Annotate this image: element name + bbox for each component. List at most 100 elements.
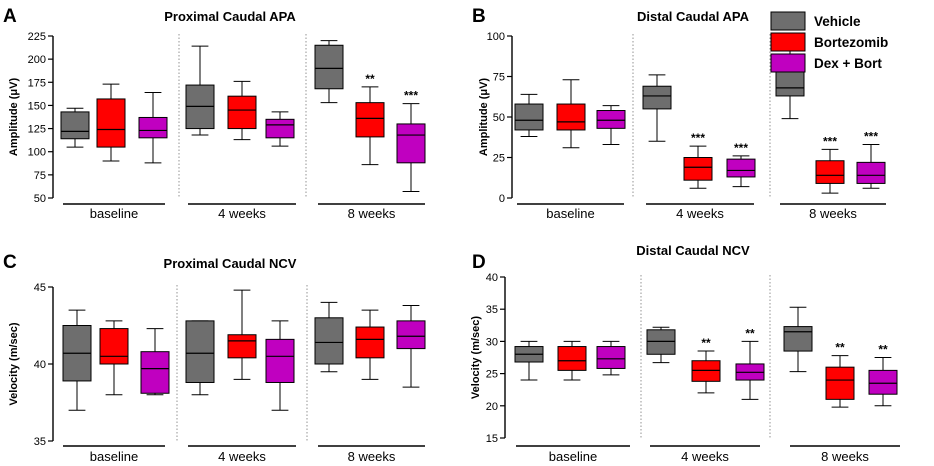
iqr-box	[227, 95, 257, 130]
significance-label: **	[835, 341, 845, 355]
group-label: baseline	[546, 206, 594, 221]
significance-label: **	[365, 72, 375, 86]
y-tick-label: 40	[486, 272, 498, 284]
box-vehicle-8-weeks	[314, 301, 344, 373]
iqr-box	[396, 123, 426, 164]
box-vehicle-8-weeks	[314, 40, 344, 104]
group-label: baseline	[90, 206, 138, 221]
iqr-box	[265, 118, 295, 139]
box-dex-bort-8-weeks: ***	[396, 89, 426, 193]
box-vehicle-4-weeks	[185, 320, 215, 396]
box-dex-bort-4-weeks: ***	[726, 141, 756, 188]
group-label: 4 weeks	[681, 449, 729, 464]
iqr-box	[514, 103, 544, 131]
group-label: 8 weeks	[821, 449, 869, 464]
iqr-box	[726, 158, 756, 178]
box-bortezomib-4-weeks: **	[691, 336, 721, 394]
y-tick-label: 50	[34, 193, 46, 205]
panel-d: D Distal Caudal NCV Velocity (m/sec) 15 20 25…	[470, 243, 900, 464]
iqr-box	[138, 116, 168, 139]
iqr-box	[856, 161, 886, 184]
significance-label: ***	[864, 130, 878, 144]
box-bortezomib-baseline	[557, 340, 587, 381]
y-tick-label: 225	[28, 31, 46, 43]
panel-b: B Distal Caudal APA Amplitude (μV) 0 25 50 75 1…	[472, 6, 888, 221]
group-label: baseline	[90, 449, 138, 464]
chart-title: Distal Caudal APA	[637, 9, 750, 24]
iqr-box	[815, 160, 845, 184]
significance-label: ***	[404, 89, 418, 103]
iqr-box	[557, 346, 587, 371]
group-label: 4 weeks	[218, 206, 266, 221]
y-tick-label: 175	[28, 77, 46, 89]
box-vehicle-4-weeks	[646, 326, 676, 364]
box-bortezomib-8-weeks: ***	[815, 134, 845, 194]
iqr-box	[227, 334, 257, 359]
box-bortezomib-4-weeks	[227, 80, 257, 141]
box-vehicle-baseline	[60, 107, 90, 148]
group-label: 4 weeks	[218, 449, 266, 464]
iqr-box	[185, 320, 215, 383]
group-label: 8 weeks	[348, 206, 396, 221]
y-tick-label: 40	[34, 359, 46, 371]
box-vehicle-baseline	[514, 93, 544, 137]
box-dex-bort-baseline	[596, 105, 626, 146]
significance-label: ***	[691, 131, 705, 145]
y-tick-label: 75	[34, 170, 46, 182]
chart-title: Distal Caudal NCV	[636, 243, 750, 258]
box-dex-bort-8-weeks: **	[868, 343, 898, 407]
y-axis-label: Velocity (m/sec)	[470, 316, 482, 399]
box-bortezomib-baseline	[99, 320, 129, 396]
iqr-box	[314, 44, 344, 90]
legend-swatch	[770, 11, 806, 31]
group-label: 8 weeks	[348, 449, 396, 464]
box-vehicle-4-weeks	[642, 74, 672, 142]
box-dex-bort-baseline	[596, 340, 626, 376]
iqr-box	[596, 110, 626, 129]
panel-c: C Proximal Caudal NCV Velocity (m/sec) 35 40…	[3, 252, 426, 464]
y-tick-label: 45	[34, 282, 46, 294]
iqr-box	[775, 67, 805, 97]
iqr-box	[314, 317, 344, 365]
box-vehicle-8-weeks	[775, 43, 805, 120]
box-vehicle-baseline	[514, 340, 544, 381]
y-tick-label: 30	[486, 336, 498, 348]
box-bortezomib-8-weeks: **	[825, 341, 855, 408]
significance-label: ***	[734, 141, 748, 155]
panel-a: A Proximal Caudal APA Amplitude (μV) 50 75 10…	[3, 6, 426, 221]
iqr-box	[825, 366, 855, 400]
y-tick-label: 25	[493, 153, 505, 165]
legend-swatch	[770, 53, 806, 73]
box-bortezomib-4-weeks	[227, 289, 257, 380]
y-tick-label: 35	[486, 304, 498, 316]
y-tick-label: 200	[28, 54, 46, 66]
significance-label: **	[878, 343, 888, 357]
iqr-box	[691, 360, 721, 382]
iqr-box	[646, 329, 676, 355]
iqr-box	[396, 320, 426, 350]
iqr-box	[683, 157, 713, 181]
iqr-box	[355, 102, 385, 138]
box-dex-bort-4-weeks	[265, 320, 295, 411]
box-dex-bort-4-weeks	[265, 111, 295, 147]
y-tick-label: 100	[28, 147, 46, 159]
y-axis-label: Amplitude (μV)	[8, 78, 20, 157]
y-axis-label: Amplitude (μV)	[478, 78, 490, 157]
box-vehicle-8-weeks	[783, 306, 813, 373]
y-tick-label: 35	[34, 436, 46, 448]
chart-title: Proximal Caudal APA	[164, 9, 296, 24]
y-tick-label: 75	[493, 72, 505, 84]
y-axis-label: Velocity (m/sec)	[8, 322, 20, 405]
box-bortezomib-baseline	[96, 83, 126, 162]
legend-swatch	[770, 32, 806, 52]
y-tick-label: 20	[486, 401, 498, 413]
y-tick-label: 100	[487, 31, 505, 43]
panel-letter: D	[472, 252, 486, 273]
significance-label: **	[701, 336, 711, 350]
legend-label: Dex + Bort	[814, 56, 882, 71]
legend-label: Bortezomib	[814, 35, 888, 50]
y-tick-label: 150	[28, 100, 46, 112]
y-tick-label: 15	[486, 433, 498, 445]
significance-label: ***	[823, 134, 837, 148]
